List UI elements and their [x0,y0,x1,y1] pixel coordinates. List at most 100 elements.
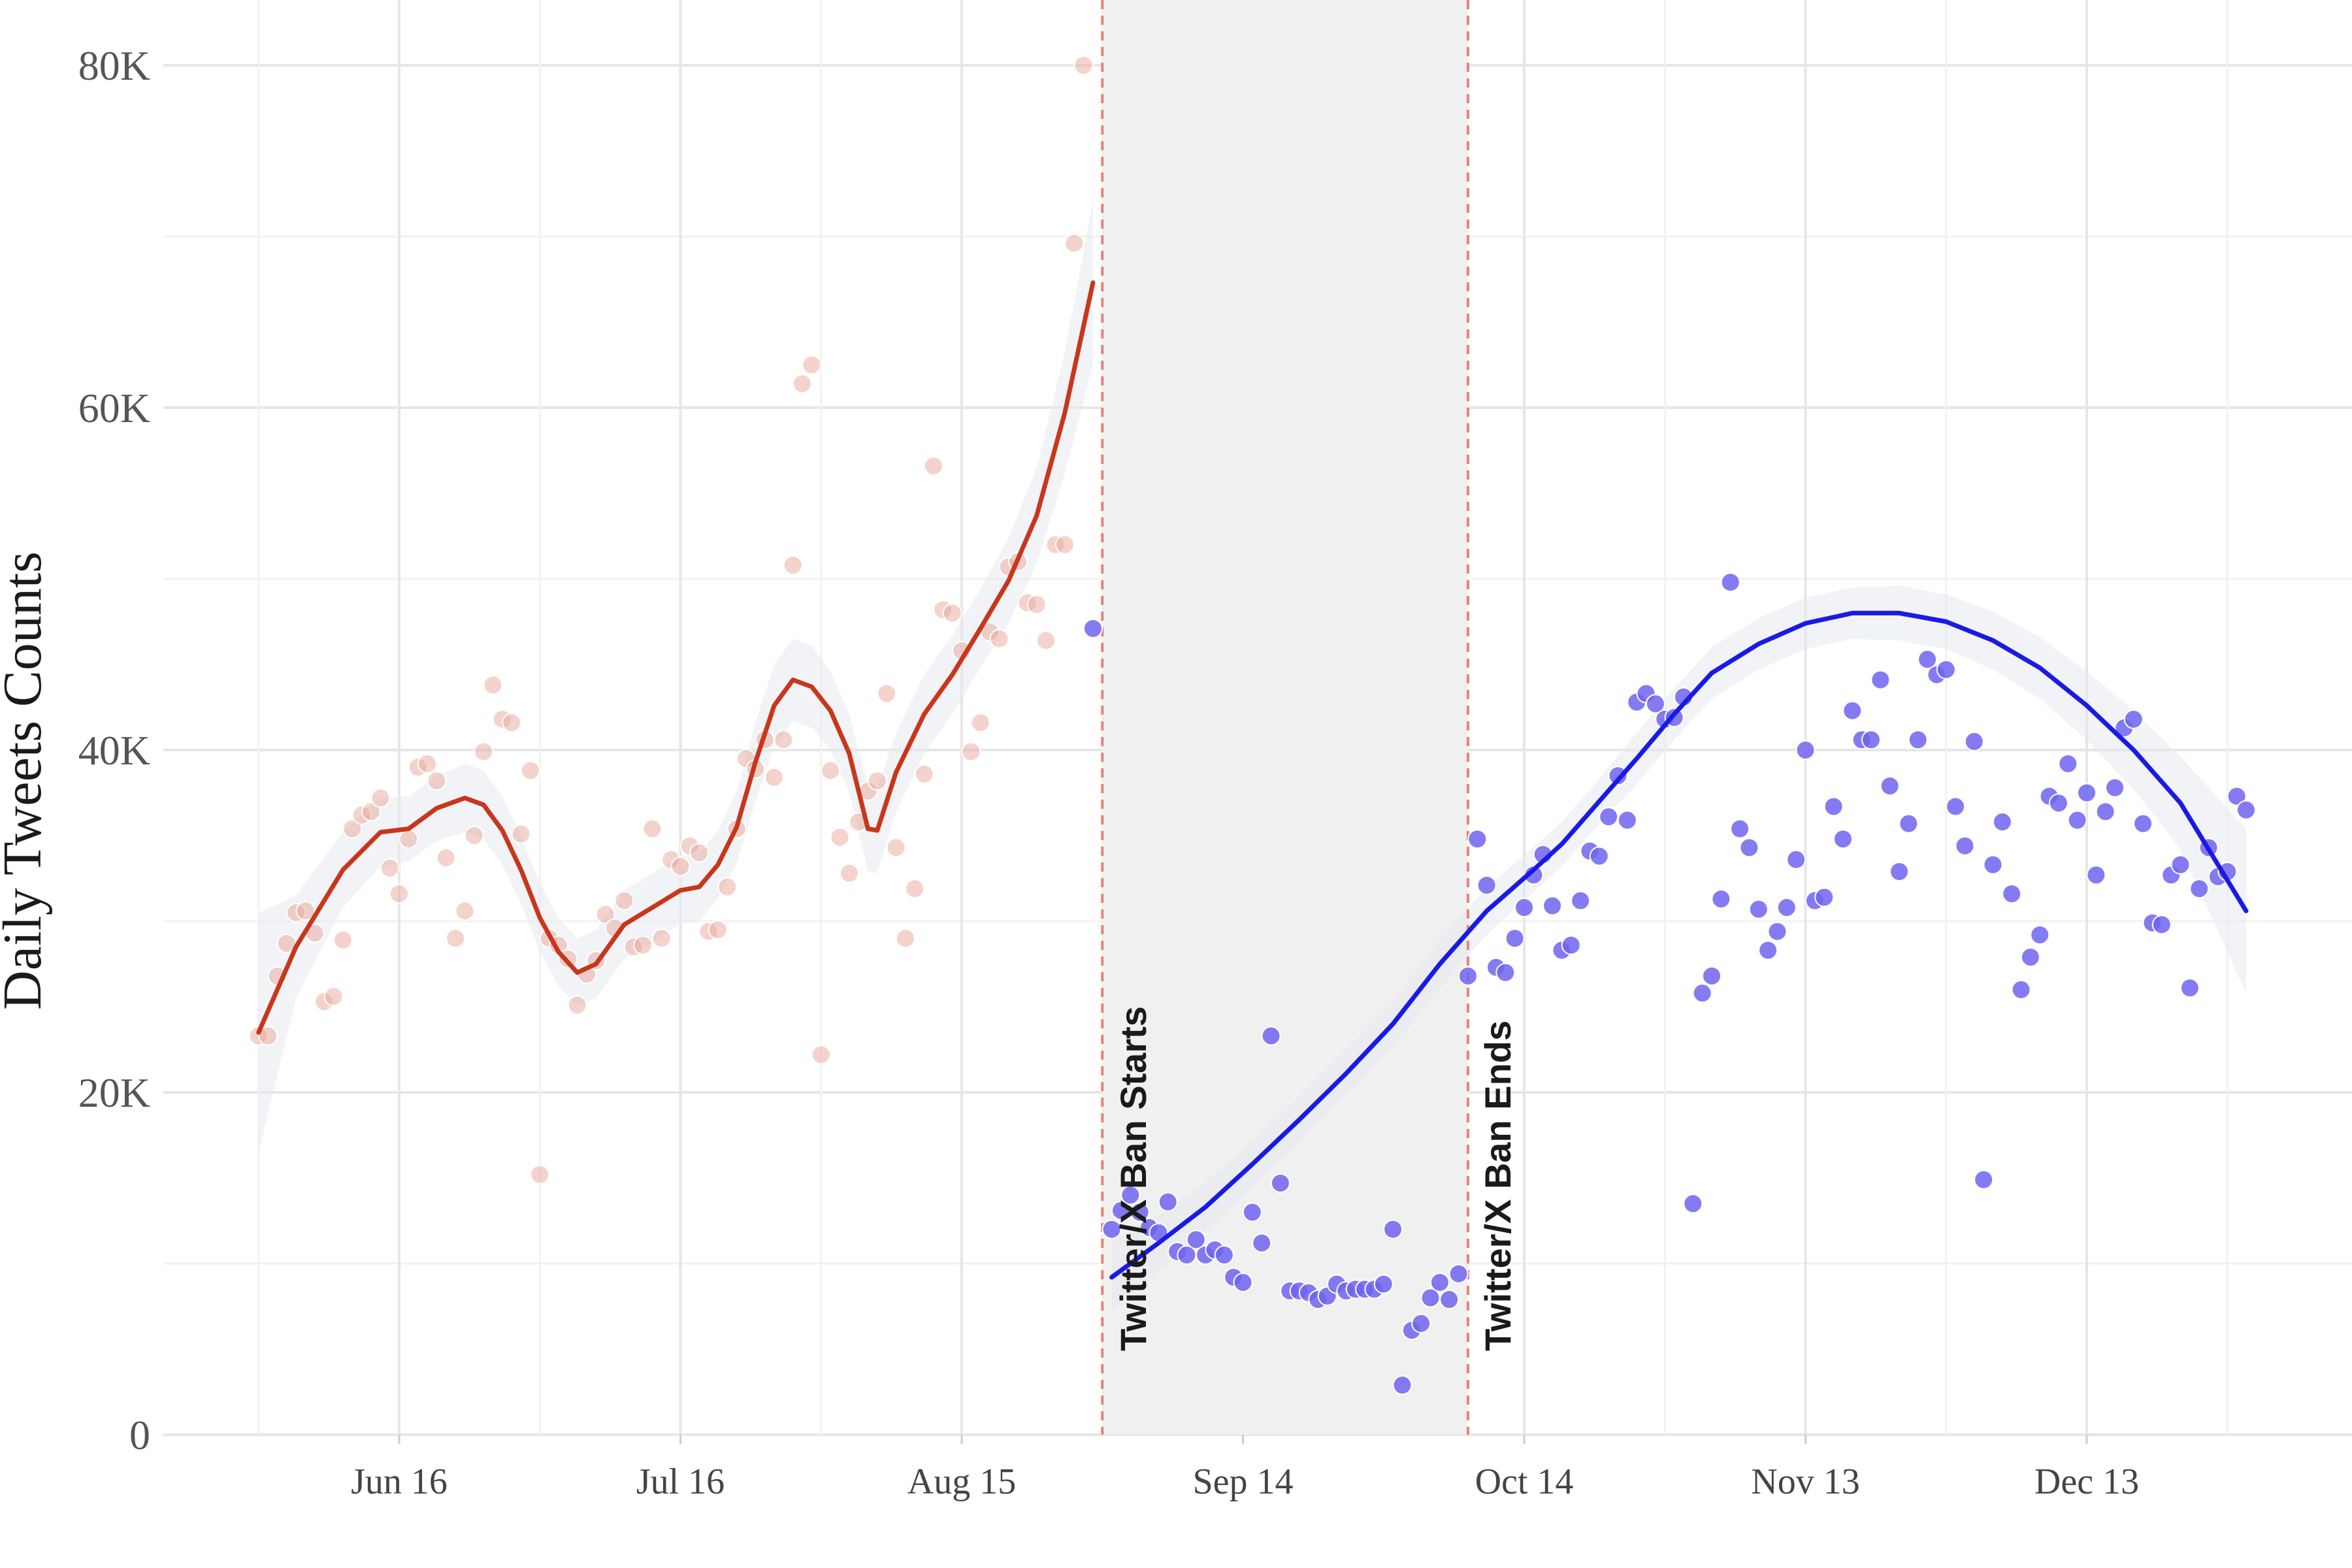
trend-line-1 [256,280,1096,1035]
ban-period-lines [1101,0,1469,1435]
data-point [783,555,803,576]
data-point [877,683,897,704]
data-point [1102,1219,1122,1239]
data-point [1186,1230,1206,1250]
data-point [1842,700,1863,721]
x-tick-label: Oct 14 [1475,1462,1574,1502]
data-point [1589,846,1609,866]
data-point [839,863,859,883]
data-point [258,1026,278,1046]
data-point [2170,855,2191,875]
data-point [970,713,990,733]
data-point [1514,898,1534,918]
data-point [2002,884,2022,904]
data-point [380,858,400,878]
data-point [1748,899,1769,919]
data-point [1758,940,1778,960]
x-axis-ticks: Jun 16 Jul 16 Aug 15 Sep 14 Oct 14 Nov 13 Dec … [351,1435,2139,1502]
data-point [1270,1173,1290,1193]
data-point [595,904,615,924]
data-point [455,901,475,921]
data-point [436,848,456,868]
data-point [1880,776,1900,796]
x-tick-label: Jun 16 [351,1462,448,1502]
data-point [2189,879,2210,899]
data-point [1767,921,1788,941]
data-point [895,928,915,949]
data-point [511,824,531,844]
data-point [1955,836,1975,856]
data-point [1233,1272,1253,1292]
data-point [530,1164,550,1184]
data-point [389,884,409,904]
y-tick-label: 60K [78,385,150,431]
data-point [1561,935,1581,955]
data-point [1158,1192,1178,1212]
data-point [1383,1219,1403,1239]
data-point [1786,849,1806,870]
data-point [1645,694,1665,714]
ban-end-label: Twitter/X Ban Ends [1477,1021,1518,1351]
data-point [1992,812,2012,832]
data-point [1505,928,1525,949]
data-point [333,930,353,950]
annotations: Twitter/X Ban Starts Twitter/X Ban Ends [1113,1006,1518,1351]
data-point [1467,829,1488,849]
data-point [642,819,662,839]
data-point [2030,924,2050,945]
data-point [1814,887,1835,907]
data-point [1411,1313,1431,1333]
x-tick-label: Nov 13 [1751,1462,1859,1502]
data-point [1833,829,1853,849]
data-point [1861,730,1881,750]
data-point [2151,915,2172,935]
data-point [1899,813,1919,834]
data-point [567,995,587,1015]
data-point [1964,731,1984,751]
data-point [1477,875,1497,895]
data-point [1120,1185,1141,1205]
data-point [1983,855,2003,875]
data-point [942,603,962,623]
data-point [2086,865,2106,885]
data-point [1936,659,1956,679]
y-axis-ticks: 0 20K 40K 60K 80K [78,42,150,1458]
data-point [923,456,943,476]
data-point [370,788,391,808]
data-point [1448,1264,1469,1284]
y-axis-label: Daily Tweets Counts [0,551,53,1010]
data-point [446,928,466,949]
data-point [1730,819,1750,839]
data-point [417,753,438,774]
data-point [427,771,447,791]
data-point [1711,889,1731,909]
data-point [989,629,1009,649]
data-point [1889,862,1909,882]
data-point [502,713,522,733]
data-point [1073,56,1094,75]
data-point [1429,1272,1450,1292]
x-tick-label: Dec 13 [2034,1462,2139,1502]
data-point [764,767,784,787]
data-point [914,764,934,784]
data-point [2180,978,2200,998]
data-point [689,843,710,863]
data-point [1946,796,1966,817]
data-point [1908,730,1928,750]
data-point [520,760,540,781]
data-point [1599,807,1619,827]
data-point [2133,813,2153,834]
y-tick-label: 40K [78,727,150,774]
data-point [1214,1245,1234,1265]
data-point [2011,979,2031,1000]
data-point [399,829,419,849]
data-point [886,838,906,858]
data-point [1543,896,1563,916]
data-point [651,928,672,949]
data-point [1692,983,1712,1004]
data-point [1373,1274,1394,1294]
data-point [1776,898,1797,918]
data-point [614,890,634,911]
data-point [1683,1194,1703,1214]
